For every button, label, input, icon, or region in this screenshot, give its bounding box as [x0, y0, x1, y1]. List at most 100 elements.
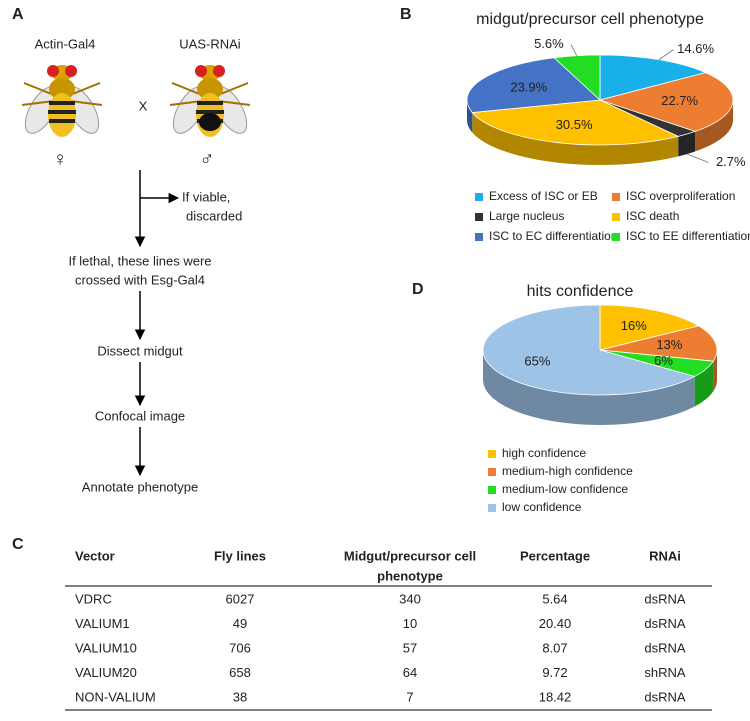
legend-label: high confidence [502, 446, 586, 460]
pie-side [467, 100, 473, 133]
table-cell: dsRNA [644, 591, 686, 606]
table-cell: 7 [406, 689, 413, 704]
legend-swatch [475, 213, 483, 221]
table-cell: 10 [403, 616, 417, 631]
pie-side [472, 112, 679, 165]
panel-label: D [412, 281, 424, 298]
pie-slice [599, 54, 707, 101]
table-header: Fly lines [214, 548, 266, 563]
pie-slice [599, 325, 718, 362]
legend-label: Large nucleus [489, 209, 564, 223]
leader-line [570, 44, 578, 56]
legend-swatch [475, 193, 483, 201]
cross-symbol: X [139, 98, 148, 113]
data-label: 6% [654, 353, 673, 368]
table-cell: dsRNA [644, 616, 686, 631]
legend-label: medium-low confidence [502, 482, 628, 496]
table-cell: VDRC [75, 591, 112, 606]
table-cell: 38 [233, 689, 247, 704]
table-header: Percentage [520, 548, 590, 563]
data-label: 30.5% [556, 117, 593, 132]
table-cell: 6027 [226, 591, 255, 606]
branch-text: discarded [186, 208, 242, 223]
panel-label: A [12, 6, 24, 23]
pie-slice [598, 72, 734, 132]
table-cell: 5.64 [542, 591, 567, 606]
female-fly [17, 64, 107, 140]
table-cell: VALIUM20 [75, 665, 137, 680]
table-cell: 57 [403, 640, 417, 655]
legend-swatch [488, 504, 496, 512]
data-label: 22.7% [661, 93, 698, 108]
pie-slice [599, 304, 700, 351]
pie-slice [466, 57, 601, 113]
panel-label: B [400, 6, 412, 23]
pie-side [483, 350, 695, 425]
parent-label: Actin-Gal4 [35, 36, 96, 51]
table-cell: 8.07 [542, 640, 567, 655]
table-cell: 706 [229, 640, 251, 655]
chart-title: midgut/precursor cell phenotype [476, 11, 704, 28]
table-cell: shRNA [644, 665, 686, 680]
data-label: 16% [621, 318, 647, 333]
parent-label: UAS-RNAi [179, 36, 241, 51]
table-cell: 18.42 [539, 689, 572, 704]
pie-side [695, 100, 733, 152]
legend-label: low confidence [502, 500, 582, 514]
legend-label: ISC overproliferation [626, 189, 735, 203]
branch-text: If viable, [182, 189, 230, 204]
legend-swatch [488, 486, 496, 494]
pie-slice [482, 304, 696, 396]
leader-line [658, 49, 674, 61]
data-label: 14.6% [677, 41, 714, 56]
pie-slice [553, 54, 601, 101]
table-header: Midgut/precursor cell [344, 548, 476, 563]
data-label: 23.9% [510, 79, 547, 94]
table-cell: 9.72 [542, 665, 567, 680]
table-header: phenotype [377, 568, 443, 583]
legend-swatch [488, 468, 496, 476]
step-text: Dissect midgut [97, 343, 183, 358]
table-cell: NON-VALIUM [75, 689, 156, 704]
table-cell: 658 [229, 665, 251, 680]
legend-label: ISC death [626, 209, 679, 223]
sex-symbol: ♂ [200, 148, 215, 170]
table-cell: 340 [399, 591, 421, 606]
legend-swatch [488, 450, 496, 458]
step-text: crossed with Esg-Gal4 [75, 272, 205, 287]
data-label: 13% [656, 337, 682, 352]
panel-label: C [12, 536, 24, 553]
table-cell: VALIUM10 [75, 640, 137, 655]
table-header: Vector [75, 548, 115, 563]
data-label: 2.7% [716, 154, 746, 169]
leader-line [686, 153, 709, 164]
legend-swatch [612, 213, 620, 221]
step-text: Confocal image [95, 408, 185, 423]
legend-label: Excess of ISC or EB [489, 189, 598, 203]
table-cell: 64 [403, 665, 417, 680]
legend-swatch [612, 193, 620, 201]
pie-side [678, 131, 696, 157]
table-header: RNAi [649, 548, 681, 563]
legend-label: ISC to EE differentiation [626, 229, 750, 243]
legend-swatch [612, 233, 620, 241]
data-label: 65% [524, 354, 550, 369]
table-cell: dsRNA [644, 640, 686, 655]
legend-swatch [475, 233, 483, 241]
step-text: Annotate phenotype [82, 479, 198, 494]
pie-side [694, 361, 714, 407]
pie-slice [471, 99, 680, 146]
sex-symbol: ♀ [53, 148, 68, 170]
chart-title: hits confidence [527, 283, 634, 300]
table-cell: 20.40 [539, 616, 572, 631]
panel-a: Actin-Gal4 UAS-RNAi ♀ ♂ X If viable, dis… [17, 36, 255, 494]
table-cell: VALIUM1 [75, 616, 130, 631]
data-label: 5.6% [534, 36, 564, 51]
table-cell: dsRNA [644, 689, 686, 704]
legend-label: medium-high confidence [502, 464, 633, 478]
legend-label: ISC to EC differentiation [489, 229, 618, 243]
male-abdomen [199, 113, 221, 131]
table-cell: 49 [233, 616, 247, 631]
step-text: If lethal, these lines were [68, 253, 211, 268]
